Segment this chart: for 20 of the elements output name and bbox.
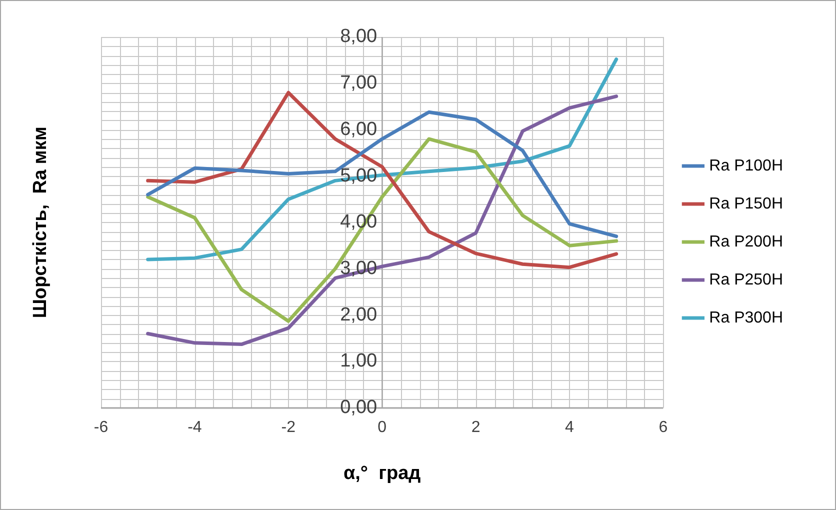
x-tick-label: 0 bbox=[378, 418, 387, 436]
legend-label: Ra P200H bbox=[709, 233, 784, 250]
y-tick-label: 1,00 bbox=[340, 350, 378, 372]
x-tick-label: -2 bbox=[281, 418, 296, 436]
y-axis-title: Шорсткість, Ra мкм bbox=[30, 126, 52, 318]
y-tick-label: 2,00 bbox=[340, 304, 378, 326]
y-tick-label: 0,00 bbox=[340, 397, 378, 418]
x-axis-title: α,° град bbox=[343, 463, 421, 484]
x-tick-label: 4 bbox=[565, 418, 574, 436]
legend-label: Ra P150H bbox=[709, 195, 784, 212]
x-tick-label: 2 bbox=[471, 418, 480, 436]
y-tick-label: 6,00 bbox=[340, 118, 378, 140]
x-tick-label: 6 bbox=[658, 418, 668, 436]
legend-label: Ra P100H bbox=[709, 157, 784, 174]
y-tick-label: 7,00 bbox=[340, 72, 378, 94]
y-tick-label: 8,00 bbox=[340, 26, 378, 48]
legend-label: Ra P250H bbox=[709, 271, 784, 288]
x-tick-label: -6 bbox=[94, 418, 108, 436]
x-tick-label: -4 bbox=[188, 418, 202, 436]
legend-label: Ra P300H bbox=[709, 309, 784, 326]
